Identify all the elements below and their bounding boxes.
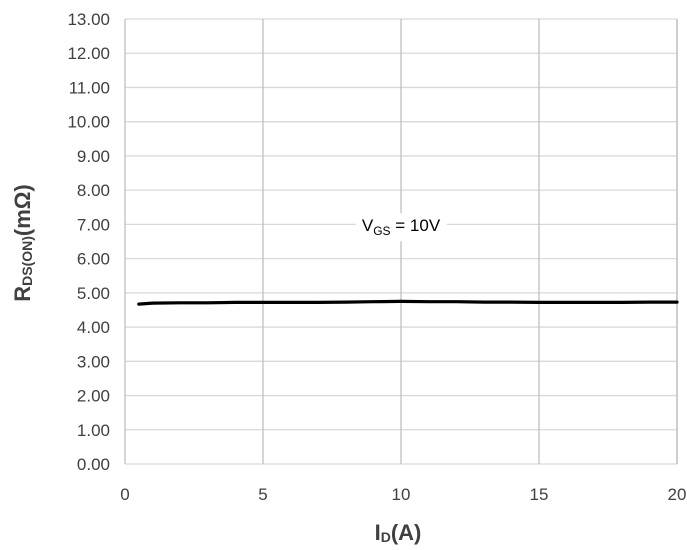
annotation-rest: = 10V [391, 216, 441, 235]
y-tick-label: 12.00 [67, 44, 110, 63]
y-tick-labels: 0.00 1.00 2.00 3.00 4.00 5.00 6.00 7.00 8.00 9.00… [67, 10, 110, 474]
series-line-1 [137, 299, 679, 306]
x-tick-label: 20 [668, 485, 687, 504]
grid-lines [124, 18, 678, 465]
annotation-background [355, 213, 447, 242]
y-tick-label: 10.00 [67, 113, 110, 132]
y-tick-label: 6.00 [77, 250, 110, 269]
y-axis-title: RDS(ON)(mΩ) [10, 184, 35, 302]
y-tick-label: 4.00 [77, 318, 110, 337]
annotation-main: V [362, 216, 374, 235]
x-tick-label: 5 [258, 485, 267, 504]
y-tick-label: 8.00 [77, 181, 110, 200]
y-tick-label: 5.00 [77, 284, 110, 303]
x-tick-labels: 0 5 10 15 20 [120, 485, 686, 504]
annotation-vgs: VGS = 10V [362, 216, 441, 238]
y-tick-label: 1.00 [77, 421, 110, 440]
x-axis-title-sub: D [381, 529, 391, 545]
x-axis-title-rest: (A) [391, 520, 422, 545]
y-axis-title-sub: DS(ON) [19, 236, 35, 286]
x-axis-title: ID(A) [375, 520, 422, 545]
y-tick-label: 11.00 [69, 78, 110, 97]
x-axis-title-main: I [375, 520, 381, 545]
y-tick-label: 7.00 [77, 215, 110, 234]
series-lines [137, 299, 679, 306]
y-tick-label: 2.00 [77, 387, 110, 406]
x-tick-label: 10 [392, 485, 411, 504]
y-tick-label: 0.00 [77, 455, 110, 474]
y-tick-label: 9.00 [77, 147, 110, 166]
y-axis-title-main: R [10, 286, 35, 302]
x-tick-label: 15 [530, 485, 549, 504]
annotation-sub: GS [373, 224, 390, 238]
x-tick-label: 0 [120, 485, 129, 504]
y-tick-label: 13.00 [67, 10, 110, 29]
y-axis-title-rest: (mΩ) [10, 184, 35, 236]
y-tick-label: 3.00 [77, 352, 110, 371]
